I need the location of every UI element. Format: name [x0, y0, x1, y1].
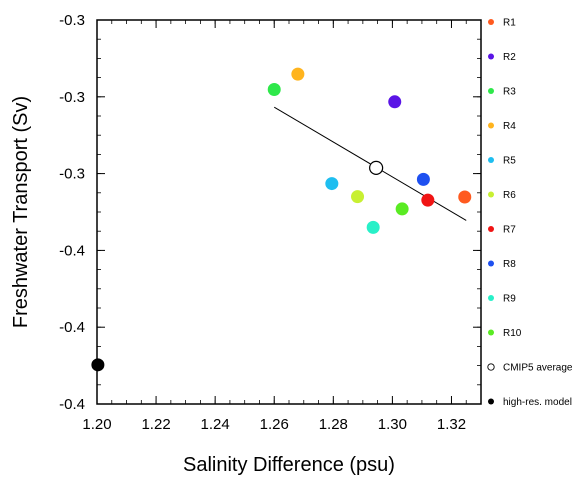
legend-label-r1: R1 [503, 18, 516, 29]
point-r9 [366, 220, 380, 234]
x-tick-label: 1.24 [201, 416, 230, 433]
legend-label-r6: R6 [503, 190, 516, 201]
point-r8 [416, 172, 430, 186]
legend-marker-r10 [488, 329, 494, 336]
y-tick-label: -0.4 [59, 396, 85, 413]
plot-frame [96, 19, 482, 405]
legend-label-r5: R5 [503, 156, 516, 167]
legend-label-r4: R4 [503, 121, 516, 132]
point-r5 [325, 177, 339, 191]
x-tick-label: 1.26 [260, 416, 289, 433]
legend-marker-r7 [488, 226, 494, 232]
legend-label-r3: R3 [503, 87, 516, 98]
point-r6 [351, 190, 365, 204]
y-tick-label: -0.3 [59, 89, 85, 106]
legend-marker-r2 [488, 53, 494, 60]
x-tick-labels: 1.20 1.22 1.24 1.26 1.28 1.30 1.32 [82, 416, 466, 433]
x-tick-label: 1.20 [82, 416, 111, 433]
x-tick-label: 1.30 [378, 416, 407, 433]
legend-label-r7: R7 [503, 225, 516, 236]
x-axis-title: Salinity Difference (psu) [183, 454, 395, 476]
y-tick-labels: -0.3 -0.3 -0.3 -0.4 -0.4 -0.4 [59, 12, 85, 413]
y-tick-label: -0.4 [59, 242, 85, 259]
legend-label-r9: R9 [503, 294, 516, 305]
data-points [91, 67, 472, 372]
y-tick-label: -0.3 [59, 166, 85, 183]
legend-marker-r6 [488, 191, 494, 198]
x-tick-label: 1.28 [319, 416, 348, 433]
point-r3 [267, 83, 281, 97]
point-r2 [388, 95, 402, 109]
legend-marker-r3 [488, 88, 494, 94]
point-cmip5-average [369, 160, 384, 175]
x-tick-label: 1.22 [141, 416, 170, 433]
point-high-res-model [91, 358, 105, 372]
y-tick-label: -0.4 [59, 319, 85, 336]
legend: R1 R2 R3 R4 R5 R6 R7 R8 R9 R10 CMIP5 average high-r… [487, 18, 573, 408]
point-r7 [421, 193, 435, 207]
y-axis-title: Freshwater Transport (Sv) [10, 96, 32, 328]
legend-label-r10: R10 [503, 328, 522, 339]
legend-label-cmip5-average: CMIP5 average [503, 363, 573, 374]
legend-label-r8: R8 [503, 259, 516, 270]
legend-marker-r1 [488, 19, 494, 25]
axis-ticks [96, 19, 482, 405]
point-r10 [395, 202, 409, 216]
x-tick-label: 1.32 [437, 416, 466, 433]
legend-marker-cmip5-average [487, 363, 495, 371]
legend-marker-r9 [488, 295, 494, 301]
legend-marker-r8 [488, 260, 494, 267]
trend-line [273, 106, 467, 221]
legend-marker-r4 [488, 122, 494, 129]
y-tick-label: -0.3 [59, 12, 85, 29]
point-r4 [291, 67, 305, 81]
point-r1 [458, 190, 472, 204]
legend-marker-r5 [488, 157, 494, 163]
legend-label-r2: R2 [503, 52, 516, 63]
legend-marker-high-res-model [488, 398, 494, 405]
legend-label-high-res-model: high-res. model [503, 397, 572, 408]
